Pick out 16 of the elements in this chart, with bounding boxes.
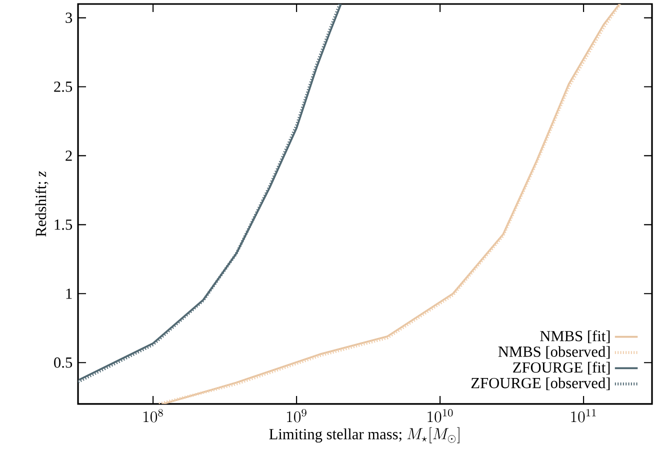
x-tick-label: $10^{11}$ bbox=[571, 409, 596, 422]
y-tick-label: 0.5 bbox=[54, 357, 72, 368]
legend-label: NMBS [fit] bbox=[540, 330, 610, 344]
legend-label: NMBS [observed] bbox=[498, 346, 610, 359]
y-axis-title: Redshift; z bbox=[35, 171, 48, 237]
x-tick-label: $10^{8}$ bbox=[144, 409, 163, 422]
y-tick-label: 3 bbox=[66, 12, 72, 23]
y-tick-label: 1.5 bbox=[54, 220, 72, 230]
x-tick-label: $10^{9}$ bbox=[287, 409, 306, 422]
legend-label: ZFOURGE [fit] bbox=[513, 362, 610, 375]
y-tick-label: 2.5 bbox=[54, 82, 72, 92]
y-tick-label: 1 bbox=[66, 288, 72, 299]
legend-label: ZFOURGE [observed] bbox=[471, 377, 610, 390]
y-tick-label: 2 bbox=[66, 150, 72, 161]
x-axis-title: $\mbox{Limiting stellar mass; }M_\star[M_\odot]$ bbox=[269, 427, 460, 444]
x-tick-label: $10^{10}$ bbox=[428, 409, 453, 422]
